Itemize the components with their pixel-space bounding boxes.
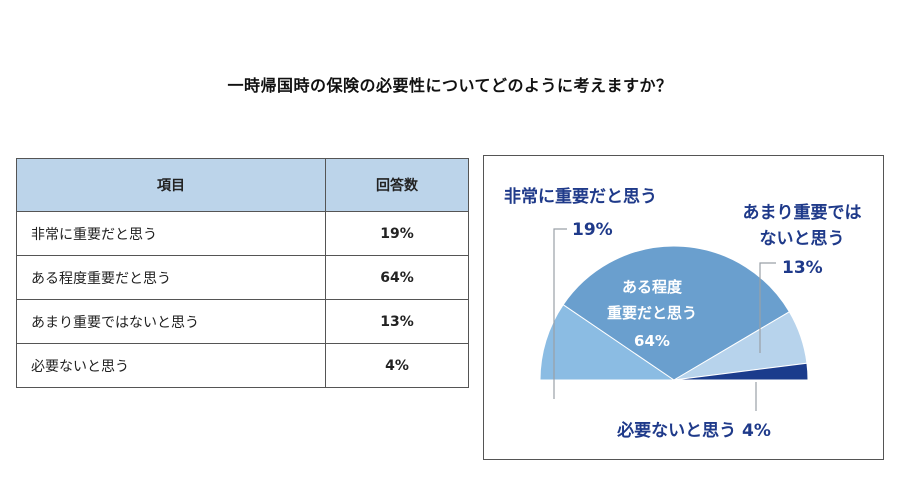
slice-not-needed bbox=[673, 362, 809, 381]
table-row: 非常に重要だと思う 19% bbox=[15, 211, 469, 256]
row-item-label: ある程度重要だと思う bbox=[15, 255, 327, 300]
value-not-very-important: 13% bbox=[782, 258, 823, 278]
row-count: 4% bbox=[325, 343, 469, 388]
value-very-important: 19% bbox=[572, 220, 613, 240]
semicircle-pie-chart: 非常に重要だと思う 19% ある程度重要だと思う 64% あまり重要ではないと思う 13%… bbox=[504, 186, 862, 441]
row-count: 64% bbox=[325, 255, 469, 300]
leader-not-very-important bbox=[759, 262, 776, 353]
label-not-needed: 必要ないと思う 4% bbox=[616, 420, 771, 441]
label-somewhat-important-line2: 重要だと思う bbox=[607, 304, 697, 322]
label-not-very-important-line2: ないと思う bbox=[760, 229, 845, 249]
leader-very-important bbox=[553, 228, 567, 399]
row-item-label: 非常に重要だと思う bbox=[15, 211, 327, 256]
label-very-important: 非常に重要だと思う bbox=[504, 186, 657, 207]
chart-panel: 非常に重要だと思う 19% ある程度重要だと思う 64% あまり重要では ないと思う 13%… bbox=[483, 155, 884, 460]
row-count: 13% bbox=[325, 299, 469, 344]
slice-very-important bbox=[539, 303, 676, 381]
table-header-row: 項目 回答数 bbox=[15, 158, 469, 212]
table-row: 必要ないと思う 4% bbox=[15, 343, 469, 388]
row-item-label: あまり重要ではないと思う bbox=[15, 299, 327, 344]
header-count: 回答数 bbox=[325, 158, 469, 212]
results-table: 項目 回答数 非常に重要だと思う 19% ある程度重要だと思う 64% あまり重… bbox=[15, 158, 469, 388]
label-somewhat-important-line1: ある程度 bbox=[622, 278, 683, 296]
header-item: 項目 bbox=[15, 158, 327, 212]
row-item-label: 必要ないと思う bbox=[15, 343, 327, 388]
label-not-very-important-line1: あまり重要では bbox=[743, 202, 862, 223]
table-row: あまり重要ではないと思う 13% bbox=[15, 299, 469, 344]
row-count: 19% bbox=[325, 211, 469, 256]
chart-title: 一時帰国時の保険の必要性についてどのように考えますか？ bbox=[227, 76, 673, 95]
slice-somewhat-important bbox=[562, 245, 791, 381]
table-row: ある程度重要だと思う 64% bbox=[15, 255, 469, 300]
value-somewhat-important: 64% bbox=[634, 332, 670, 350]
